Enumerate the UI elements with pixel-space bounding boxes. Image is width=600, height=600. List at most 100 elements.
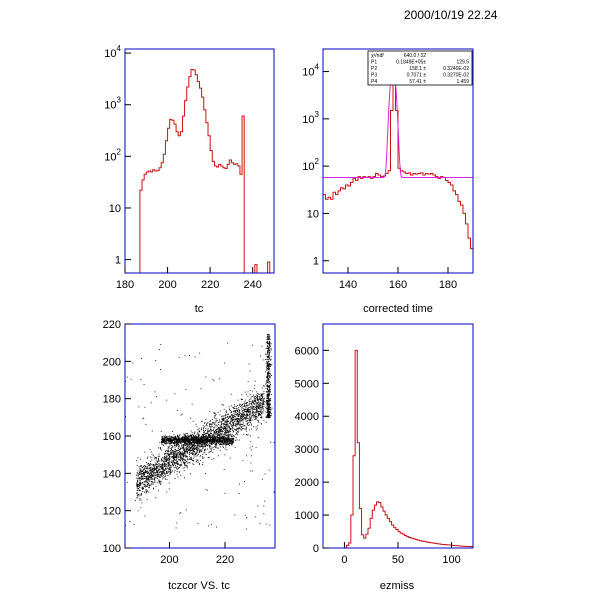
scatter-point — [238, 409, 240, 410]
scatter-point — [182, 451, 183, 453]
scatter-point — [256, 409, 257, 411]
scatter-point — [161, 473, 162, 475]
scatter-point — [239, 420, 240, 422]
scatter-point — [266, 361, 268, 363]
scatter-point — [145, 470, 146, 472]
scatter-point — [267, 346, 269, 348]
scatter-point — [158, 468, 160, 470]
scatter-point — [156, 396, 158, 397]
scatter-point — [220, 436, 222, 437]
scatter-point — [177, 455, 179, 457]
scatter-point — [161, 472, 162, 474]
scatter-point — [241, 419, 243, 421]
scatter-point — [168, 454, 170, 455]
scatter-point — [207, 457, 209, 458]
scatter-point — [151, 478, 153, 480]
scatter-point — [263, 400, 265, 402]
scatter-point — [140, 483, 141, 485]
scatter-point — [224, 443, 226, 445]
scatter-point — [177, 441, 179, 443]
scatter-point — [228, 433, 230, 435]
scatter-point — [236, 418, 238, 420]
scatter-point — [198, 437, 199, 439]
scatter-point — [203, 432, 205, 433]
scatter-point — [180, 456, 182, 458]
scatter-point — [225, 443, 227, 445]
scatter-point — [147, 457, 149, 459]
scatter-point — [177, 461, 178, 463]
scatter-point — [146, 478, 148, 480]
scatter-point — [146, 480, 148, 481]
scatter-point — [158, 453, 160, 455]
scatter-point — [266, 341, 268, 343]
scatter-point — [196, 452, 198, 454]
scatter-point — [208, 437, 210, 438]
scatter-point — [176, 442, 177, 444]
scatter-point — [227, 416, 229, 418]
scatter-point — [219, 410, 221, 412]
scatter-point — [184, 437, 186, 438]
scatter-point — [214, 435, 216, 437]
scatter-point — [266, 366, 268, 368]
scatter-point — [193, 447, 195, 449]
scatter-point — [163, 466, 164, 468]
scatter-point — [218, 455, 219, 457]
scatter-point — [198, 440, 200, 441]
scatter-point — [181, 444, 183, 446]
scatter-point — [156, 471, 158, 472]
y-tick-label: 102 — [104, 147, 121, 163]
scatter-point — [200, 440, 201, 442]
scatter-point — [241, 410, 243, 412]
scatter-point — [200, 454, 201, 456]
scatter-point — [174, 443, 175, 445]
scatter-point — [224, 426, 225, 427]
scatter-point — [267, 387, 269, 388]
scatter-point — [155, 497, 157, 499]
scatter-point — [262, 400, 264, 402]
scatter-point — [173, 452, 175, 454]
scatter-point — [228, 423, 230, 424]
scatter-point — [203, 426, 205, 428]
scatter-point — [238, 407, 240, 409]
scatter-point — [250, 411, 251, 413]
scatter-point — [268, 395, 270, 397]
scatter-point — [152, 478, 154, 480]
scatter-point — [217, 439, 219, 441]
scatter-point — [194, 437, 196, 439]
scatter-point — [222, 442, 224, 443]
scatter-point — [176, 462, 178, 464]
scatter-point — [225, 431, 227, 433]
scatter-point — [208, 440, 210, 442]
scatter-point — [197, 449, 199, 451]
scatter-point — [257, 406, 259, 408]
scatter-point — [261, 402, 263, 404]
scatter-point — [233, 439, 235, 441]
scatter-point — [203, 439, 205, 440]
scatter-point — [265, 354, 267, 356]
scatter-point — [199, 442, 201, 444]
scatter-point — [236, 418, 238, 419]
scatter-point — [203, 431, 205, 432]
scatter-point — [151, 481, 152, 483]
scatter-point — [240, 399, 242, 401]
scatter-point — [170, 465, 172, 467]
scatter-point — [215, 446, 217, 448]
scatter-point — [201, 440, 203, 442]
scatter-point — [260, 402, 262, 404]
scatter-point — [137, 489, 139, 491]
scatter-point — [165, 467, 166, 469]
scatter-point — [267, 414, 269, 416]
scatter-point — [228, 409, 230, 411]
scatter-point — [245, 428, 247, 430]
scatter-point — [188, 442, 190, 444]
scatter-point — [161, 473, 163, 475]
scatter-point — [251, 405, 253, 407]
scatter-point — [221, 437, 223, 439]
scatter-point — [214, 412, 216, 414]
scatter-point — [210, 441, 212, 443]
scatter-point — [193, 433, 195, 435]
scatter-point — [196, 453, 197, 455]
scatter-point — [179, 456, 181, 458]
scatter-point — [184, 440, 186, 442]
scatter-point — [203, 457, 205, 459]
